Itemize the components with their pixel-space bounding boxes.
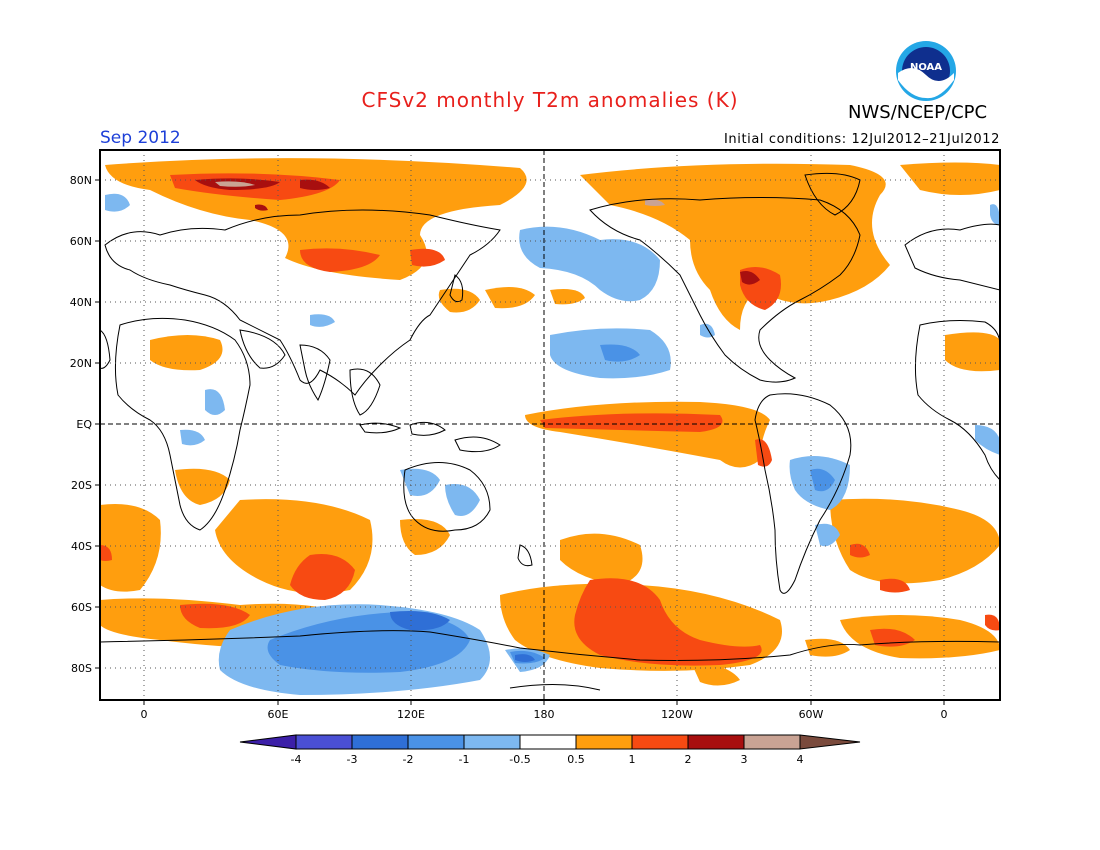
lat-label-20s: 20S <box>71 479 92 492</box>
colorbar-label-3: 3 <box>741 753 748 766</box>
colorbar-label-minus3: -3 <box>347 753 358 766</box>
noaa-logo-text: NOAA <box>910 62 942 73</box>
map-frame <box>99 149 1001 701</box>
colorbar: -4 -3 -2 -1 -0.5 0.5 1 2 3 4 <box>239 734 861 766</box>
lat-label-80n: 80N <box>70 174 92 187</box>
lat-label-20n: 20N <box>70 357 92 370</box>
colorbar-label-0-5: 0.5 <box>567 753 585 766</box>
colorbar-label-minus0-5: -0.5 <box>509 753 530 766</box>
colorbar-swatch-4 <box>463 734 521 750</box>
map-area <box>100 150 1000 700</box>
lon-label-0-east: 0 <box>941 708 948 721</box>
coastlines <box>100 172 1000 691</box>
colorbar-swatch-3 <box>407 734 465 750</box>
lon-label-180: 180 <box>534 708 555 721</box>
graticule <box>100 150 1000 700</box>
lon-label-60w: 60W <box>799 708 824 721</box>
noaa-logo-bird <box>898 67 954 99</box>
colorbar-swatch-2 <box>351 734 409 750</box>
warmer-anomaly-layer <box>100 173 1000 666</box>
colorbar-swatch-9 <box>743 734 801 750</box>
lat-label-40n: 40N <box>70 296 92 309</box>
lat-label-60s: 60S <box>71 601 92 614</box>
strong-cool-anomaly-layer <box>390 611 535 662</box>
colorbar-swatch-5 <box>519 734 577 750</box>
colorbar-swatch-6 <box>575 734 633 750</box>
colorbar-label-2: 2 <box>685 753 692 766</box>
colorbar-arrow-low <box>239 734 297 750</box>
colorbar-swatch-7 <box>631 734 689 750</box>
lon-label-120w: 120W <box>661 708 693 721</box>
very-strong-warm-anomaly-layer <box>215 181 665 206</box>
organization-label: NWS/NCEP/CPC <box>848 102 988 123</box>
colorbar-label-minus2: -2 <box>403 753 414 766</box>
colorbar-arrow-high <box>799 734 861 750</box>
latitude-axis: 80N 60N 40N 20N EQ 20S 40S 60S 80S <box>70 174 100 675</box>
colorbar-label-minus4: -4 <box>291 753 302 766</box>
valid-month-label: Sep 2012 <box>100 128 181 148</box>
noaa-logo: NOAA <box>896 41 956 101</box>
colorbar-label-4: 4 <box>797 753 804 766</box>
lon-label-120e: 120E <box>397 708 425 721</box>
lat-label-80s: 80S <box>71 662 92 675</box>
lat-label-eq: EQ <box>76 418 92 431</box>
lat-label-40s: 40S <box>71 540 92 553</box>
lon-label-0: 0 <box>141 708 148 721</box>
colorbar-swatch-1 <box>295 734 353 750</box>
reference-lines <box>100 150 1000 700</box>
lon-label-60e: 60E <box>268 708 289 721</box>
chart-title: CFSv2 monthly T2m anomalies (K) <box>361 88 739 112</box>
colorbar-label-minus1: -1 <box>459 753 470 766</box>
longitude-axis: 0 60E 120E 180 120W 60W 0 <box>141 700 948 721</box>
lat-label-60n: 60N <box>70 235 92 248</box>
initial-conditions-label: Initial conditions: 12Jul2012–21Jul2012 <box>723 132 1000 147</box>
colorbar-label-1: 1 <box>629 753 636 766</box>
colorbar-swatch-8 <box>687 734 745 750</box>
